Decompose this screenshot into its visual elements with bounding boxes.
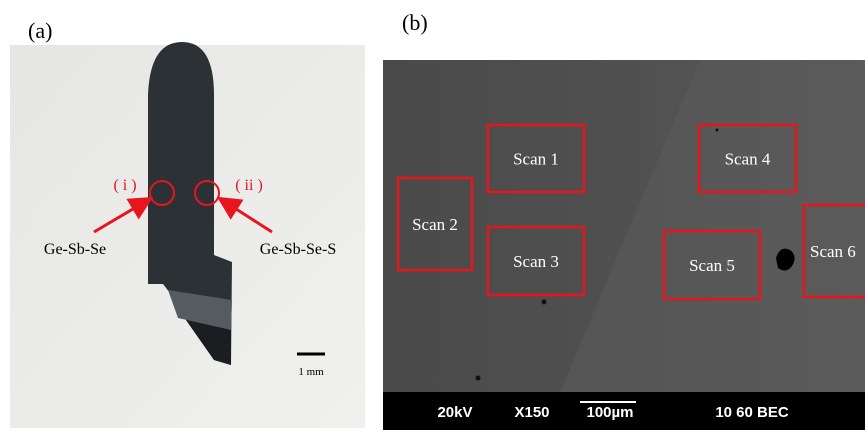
particle [716,129,719,132]
scan-label: Scan 6 [810,242,856,261]
scan-label: Scan 4 [725,150,771,169]
particle [542,300,547,305]
marker-label: ( ii ) [235,177,263,194]
region-label: Ge-Sb-Se [44,241,106,258]
region-label: Ge-Sb-Se-S [260,241,336,258]
scan-label: Scan 3 [513,252,559,271]
panel-label: (b) [402,10,428,35]
info-text: 20kV [437,404,472,421]
marker-label: ( i ) [113,177,136,194]
figure: (a) ( i ) ( ii ) Ge-Sb-Se Ge-Sb-Se-S 1 m… [0,0,865,430]
scan-label: Scan 5 [689,256,735,275]
panel-label: (a) [28,18,52,43]
info-text: 100µm [586,404,633,421]
info-text: X150 [514,404,549,421]
scan-label: Scan 1 [513,150,559,169]
info-text: 10 60 BEC [715,404,789,421]
scan-label: Scan 2 [412,215,458,234]
particle [476,376,481,381]
scale-label: 1 mm [298,366,324,378]
